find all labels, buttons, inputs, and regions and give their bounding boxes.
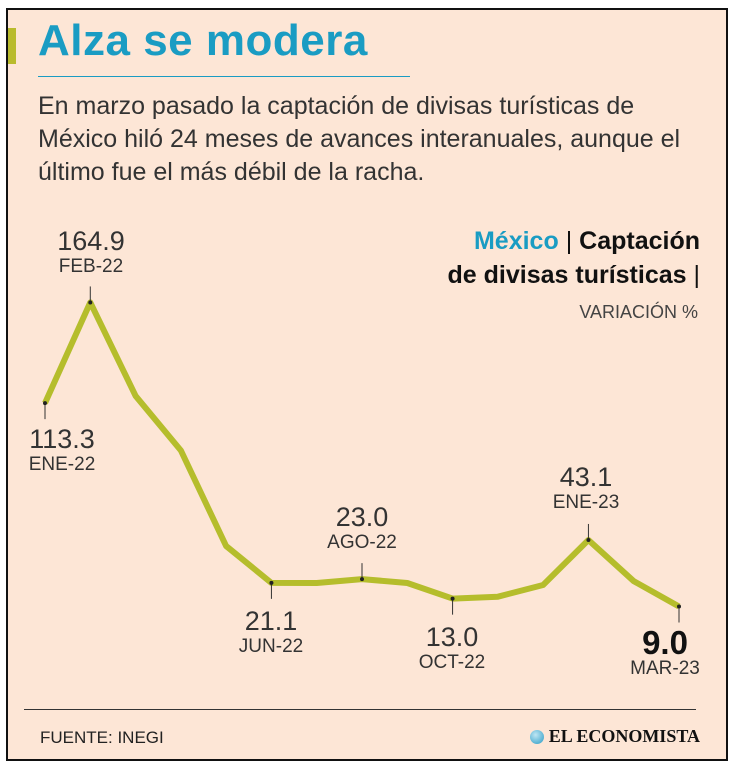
data-point-ene-22 bbox=[43, 401, 47, 406]
data-point-mar-23 bbox=[677, 604, 681, 609]
annotation-value: 113.3 bbox=[29, 424, 95, 454]
title-end-bar: | bbox=[693, 261, 701, 289]
logo-text: EL ECONOMISTA bbox=[548, 726, 700, 746]
chart-title-line2: de divisas turísticas bbox=[447, 261, 687, 289]
data-point-jun-22 bbox=[269, 580, 274, 585]
annotation-label: OCT-22 bbox=[418, 652, 486, 673]
annotation-label: FEB-22 bbox=[58, 256, 124, 277]
annotation-oct-22: 13.0 OCT-22 bbox=[397, 622, 507, 674]
data-point-ago-22 bbox=[360, 577, 364, 582]
annotation-ene-23: 43.1 ENE-23 bbox=[531, 462, 641, 514]
subtitle: En marzo pasado la captación de divisas … bbox=[38, 92, 681, 186]
annotation-value: 9.0 bbox=[642, 624, 688, 661]
annotation-label: MAR-23 bbox=[630, 658, 700, 679]
series-line bbox=[42, 299, 681, 610]
title-separator: | bbox=[565, 227, 573, 255]
chart-title-line1: Captación bbox=[579, 227, 700, 255]
annotation-feb-22: 164.9 FEB-22 bbox=[36, 226, 146, 278]
annotation-value: 164.9 bbox=[57, 226, 125, 256]
annotation-ene-22: 113.3 ENE-22 bbox=[7, 424, 117, 476]
data-point-feb-22 bbox=[88, 300, 93, 305]
title-accent-bar bbox=[8, 28, 16, 64]
annotation-label: JUN-22 bbox=[238, 636, 304, 657]
annotation-jun-22: 21.1 JUN-22 bbox=[216, 606, 326, 658]
page-title: Alza se modera bbox=[38, 16, 368, 65]
footer-divider bbox=[24, 709, 696, 710]
annotation-ago-22: 23.0 AGO-22 bbox=[307, 502, 417, 554]
infographic-frame bbox=[6, 8, 728, 761]
annotation-value: 13.0 bbox=[425, 622, 479, 652]
el-economista-logo: EL ECONOMISTA bbox=[529, 726, 700, 747]
source-note: FUENTE: INEGI bbox=[40, 728, 164, 747]
globe-icon bbox=[529, 729, 544, 744]
y-unit-label: VARIACIÓN % bbox=[579, 302, 698, 322]
title-divider bbox=[38, 76, 410, 77]
annotation-mar-23: 9.0 MAR-23 bbox=[610, 624, 720, 680]
annotation-value: 23.0 bbox=[335, 502, 389, 532]
annotation-value: 43.1 bbox=[559, 462, 613, 492]
annotation-label: ENE-23 bbox=[552, 492, 620, 513]
annotation-label: AGO-22 bbox=[327, 532, 397, 553]
annotation-label: ENE-22 bbox=[28, 454, 96, 475]
data-point-ene-23 bbox=[586, 537, 591, 542]
data-point-oct-22 bbox=[450, 596, 455, 601]
chart-title-country: México bbox=[473, 227, 559, 255]
chart-title: México | Captación de divisas turísticas… bbox=[448, 224, 700, 292]
annotation-value: 21.1 bbox=[244, 606, 298, 636]
